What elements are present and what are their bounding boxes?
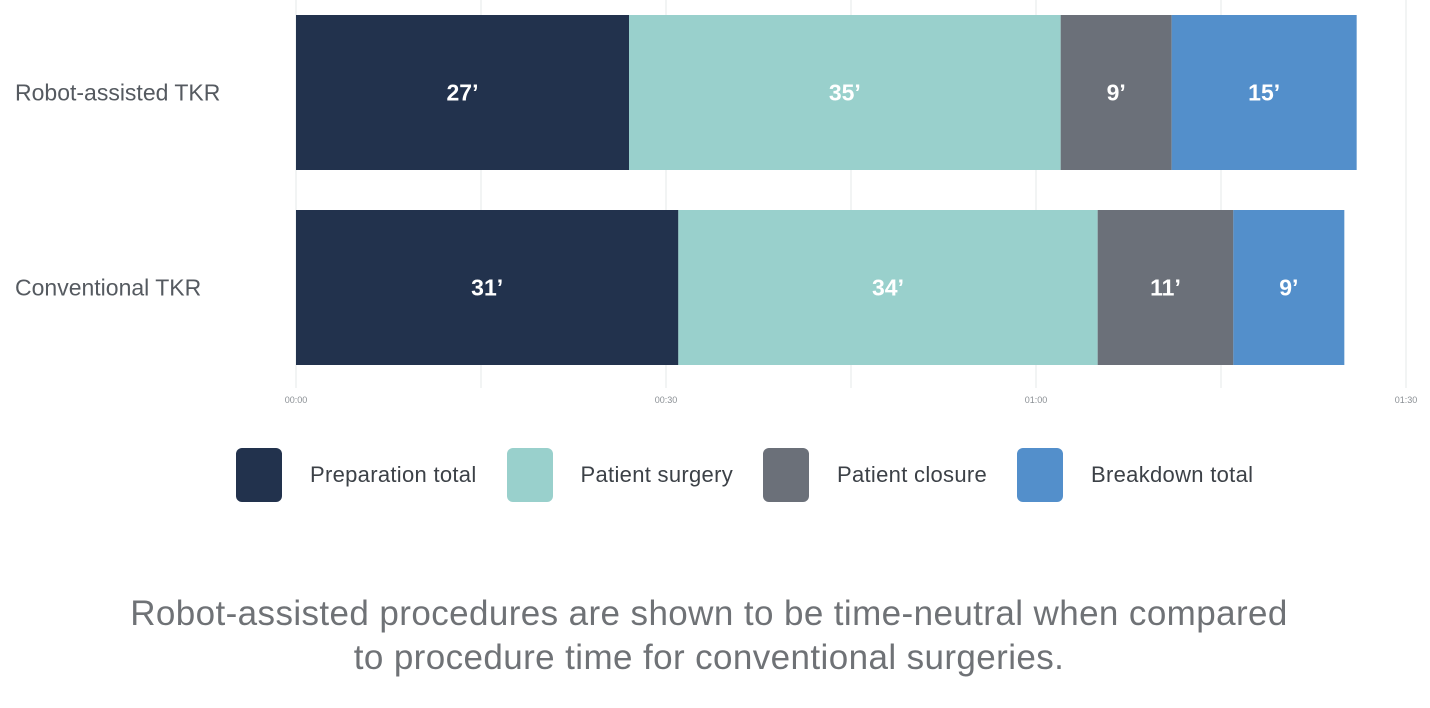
legend-item-closure: Patient closure [763, 448, 987, 502]
legend-swatch-surgery [506, 448, 553, 502]
bar-segment [1171, 15, 1357, 170]
data-label: 31’ [471, 275, 503, 301]
legend-swatch-preparation [236, 448, 282, 502]
data-label: 9’ [1279, 275, 1298, 301]
data-label: 35’ [829, 80, 861, 106]
category-label: Conventional TKR [15, 275, 201, 301]
legend-swatch-breakdown [1017, 448, 1064, 502]
caption-line-2: to procedure time for conventional surge… [353, 638, 1065, 677]
bar-segment [1097, 210, 1234, 365]
data-label: 11’ [1150, 275, 1181, 301]
x-tick-label: 00:30 [655, 395, 678, 405]
bar-segment [1233, 210, 1345, 365]
data-label: 34’ [872, 275, 904, 301]
data-label: 15’ [1248, 80, 1280, 106]
category-label: Robot-assisted TKR [15, 80, 220, 106]
legend-item-preparation: Preparation total [236, 448, 477, 502]
legend-label-closure: Patient closure [837, 462, 988, 487]
bar-segment [296, 15, 629, 170]
chart-caption: Robot-assisted procedures are shown to b… [0, 592, 1418, 680]
bar-segment [629, 15, 1061, 170]
legend-label-breakdown: Breakdown total [1091, 462, 1254, 487]
x-tick-label: 01:30 [1395, 395, 1418, 405]
legend-label-surgery: Patient surgery [580, 462, 734, 487]
legend-label-preparation: Preparation total [310, 462, 477, 487]
data-label: 27’ [447, 80, 479, 106]
stacked-bar-chart: 00:00 00:30 01:00 01:30 27’ 35’ 9’ 15’ Robot-ass… [15, 0, 1418, 405]
legend-item-surgery: Patient surgery [506, 448, 734, 502]
bar-segment [678, 210, 1098, 365]
chart-legend: Preparation total Patient surgery Patien… [236, 448, 1283, 502]
bar-segment [296, 210, 679, 365]
x-tick-label: 00:00 [285, 395, 308, 405]
x-tick-label: 01:00 [1025, 395, 1048, 405]
legend-swatch-closure [763, 448, 810, 502]
caption-line-1: Robot-assisted procedures are shown to b… [130, 594, 1288, 633]
legend-item-breakdown: Breakdown total [1017, 448, 1253, 502]
bar-segment [1060, 15, 1172, 170]
data-label: 9’ [1107, 80, 1126, 106]
